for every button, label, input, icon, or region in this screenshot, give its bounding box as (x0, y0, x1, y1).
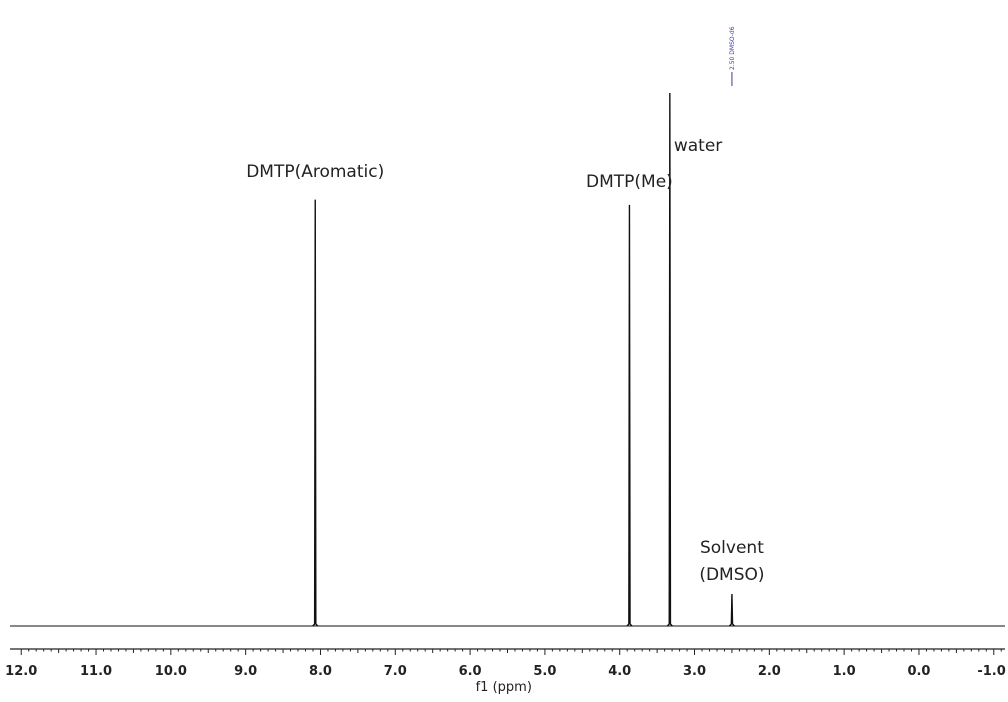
tick-label: 11.0 (80, 664, 112, 679)
annotation-dmtp-aromatic: DMTP(Aromatic) (246, 162, 384, 182)
tick-label: 6.0 (459, 664, 482, 679)
tick-label: 12.0 (5, 664, 37, 679)
tick-label: 5.0 (533, 664, 556, 679)
annotation-solvent: Solvent (700, 538, 764, 558)
peak-annotations: DMTP(Aromatic) DMTP(Me) water Solvent (D… (246, 136, 764, 585)
tick-label: 9.0 (234, 664, 257, 679)
tick-label: -1.0 (977, 664, 1005, 679)
tick-label: 1.0 (833, 664, 856, 679)
tick-label: 8.0 (309, 664, 332, 679)
reference-marker: 2.50 DMSO-d6 (729, 26, 736, 86)
tick-label: 3.0 (683, 664, 706, 679)
peak-2 (666, 92, 673, 627)
peak-3 (728, 594, 735, 627)
tick-label: 7.0 (384, 664, 407, 679)
tick-label: 2.0 (758, 664, 781, 679)
annotation-water: water (674, 136, 722, 156)
tick-label: 0.0 (907, 664, 930, 679)
x-axis-tick-labels: 12.0 11.0 10.0 9.0 8.0 7.0 6.0 5.0 4.0 3.0 2.0 1.0 0… (5, 664, 1006, 679)
tick-label: 4.0 (608, 664, 631, 679)
tick-label: 10.0 (155, 664, 187, 679)
x-axis: 12.0 11.0 10.0 9.0 8.0 7.0 6.0 5.0 4.0 3.0 2.0 1.0 0… (5, 648, 1006, 695)
peak-1 (626, 204, 633, 627)
annotation-dmso: (DMSO) (699, 565, 764, 585)
peak-0 (312, 199, 319, 627)
spectrum-peaks (312, 92, 735, 627)
x-axis-ticks (20, 649, 1002, 655)
reference-marker-label: 2.50 DMSO-d6 (729, 26, 736, 70)
annotation-dmtp-me: DMTP(Me) (586, 172, 673, 192)
x-axis-title: f1 (ppm) (476, 680, 532, 695)
